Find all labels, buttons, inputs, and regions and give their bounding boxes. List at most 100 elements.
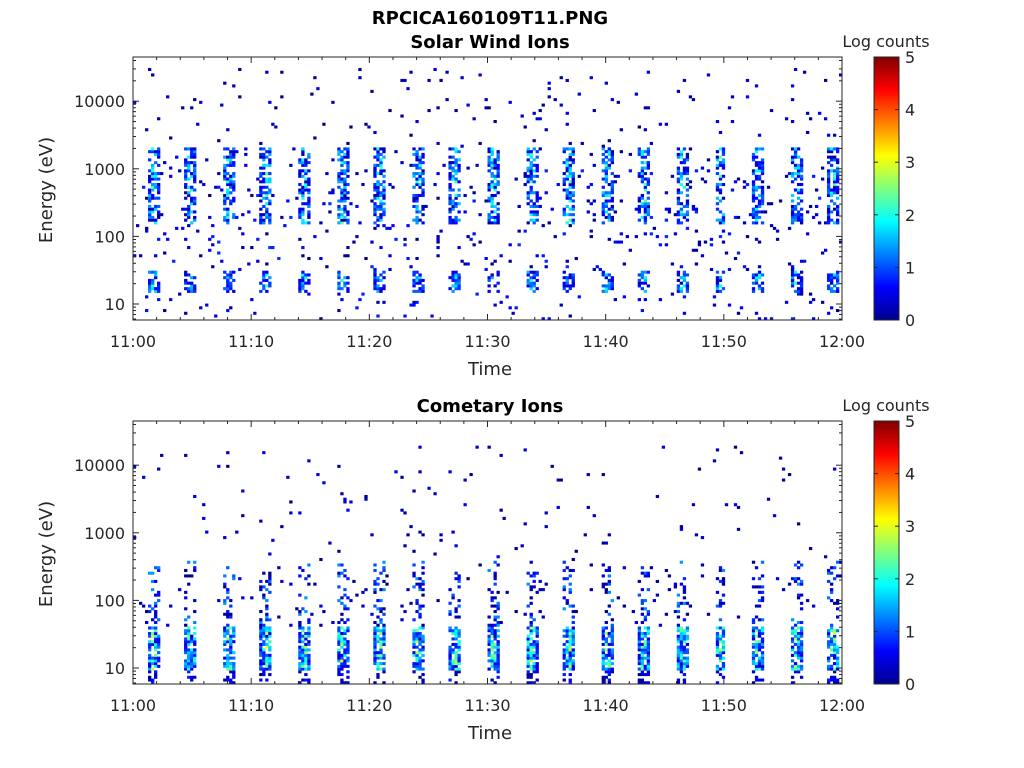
heatmap-cell bbox=[232, 172, 236, 176]
heatmap-cell bbox=[475, 292, 479, 296]
heatmap-cell bbox=[382, 568, 386, 572]
heatmap-cell bbox=[547, 87, 551, 91]
heatmap-cell bbox=[226, 177, 230, 181]
heatmap-cell bbox=[796, 582, 801, 586]
heatmap-cell bbox=[682, 618, 687, 622]
heatmap-cell bbox=[715, 287, 720, 291]
heatmap-cell bbox=[454, 278, 458, 282]
heatmap-cell bbox=[436, 254, 440, 258]
heatmap-cell bbox=[670, 292, 675, 296]
heatmap-cell bbox=[412, 172, 416, 176]
heatmap-cell bbox=[685, 210, 690, 214]
heatmap-cell bbox=[799, 259, 804, 263]
heatmap-cell bbox=[589, 202, 593, 206]
heatmap-cell bbox=[460, 259, 464, 263]
heatmap-cell bbox=[337, 664, 341, 668]
heatmap-cell bbox=[565, 221, 569, 225]
heatmap-cell bbox=[664, 122, 669, 126]
heatmap-cell bbox=[229, 158, 233, 162]
heatmap-cell bbox=[340, 155, 344, 159]
heatmap-cell bbox=[253, 311, 257, 315]
heatmap-cell bbox=[493, 259, 497, 263]
heatmap-cell bbox=[340, 667, 344, 671]
heatmap-cell bbox=[610, 155, 614, 159]
heatmap-cell bbox=[448, 626, 452, 630]
heatmap-cell bbox=[784, 117, 789, 121]
heatmap-cell bbox=[295, 196, 299, 200]
heatmap-cell bbox=[535, 670, 539, 674]
heatmap-cell bbox=[748, 213, 753, 217]
heatmap-cell bbox=[487, 158, 491, 162]
heatmap-cell bbox=[646, 150, 651, 154]
heatmap-cell bbox=[304, 596, 308, 600]
heatmap-cell bbox=[184, 237, 188, 241]
heatmap-cell bbox=[346, 254, 350, 258]
heatmap-cell bbox=[190, 659, 194, 663]
heatmap-cell bbox=[421, 648, 425, 652]
heatmap-cell bbox=[754, 276, 759, 280]
heatmap-cell bbox=[535, 218, 539, 222]
heatmap-cell bbox=[262, 180, 266, 184]
heatmap-cell bbox=[790, 645, 795, 649]
heatmap-cell bbox=[262, 656, 266, 660]
heatmap-cell bbox=[691, 503, 696, 507]
heatmap-cell bbox=[217, 251, 221, 255]
heatmap-cell bbox=[454, 571, 458, 575]
heatmap-cell bbox=[760, 662, 765, 666]
heatmap-cell bbox=[304, 202, 308, 206]
heatmap-cell bbox=[217, 185, 221, 189]
heatmap-cell bbox=[490, 147, 494, 151]
heatmap-cell bbox=[832, 221, 837, 225]
heatmap-cell bbox=[757, 210, 762, 214]
heatmap-cell bbox=[184, 213, 188, 217]
heatmap-cell bbox=[373, 273, 377, 277]
heatmap-cell bbox=[496, 172, 500, 176]
heatmap-cell bbox=[184, 174, 188, 178]
heatmap-cell bbox=[193, 289, 197, 293]
heatmap-cell bbox=[211, 243, 215, 247]
heatmap-cell bbox=[724, 251, 729, 255]
heatmap-cell bbox=[694, 169, 699, 173]
heatmap-cell bbox=[304, 183, 308, 187]
heatmap-cell bbox=[601, 681, 605, 684]
heatmap-cell bbox=[565, 188, 569, 192]
heatmap-cell bbox=[223, 642, 227, 646]
heatmap-cell bbox=[193, 215, 197, 219]
heatmap-cell bbox=[715, 634, 720, 638]
heatmap-cell bbox=[496, 555, 500, 559]
heatmap-cell bbox=[580, 141, 584, 145]
heatmap-cell bbox=[568, 152, 572, 156]
heatmap-cell bbox=[301, 207, 305, 211]
heatmap-cell bbox=[157, 664, 161, 668]
heatmap-cell bbox=[151, 626, 155, 630]
heatmap-cell bbox=[685, 289, 690, 293]
heatmap-cell bbox=[799, 166, 804, 170]
heatmap-cell bbox=[592, 199, 596, 203]
heatmap-cell bbox=[601, 563, 605, 567]
heatmap-cell bbox=[304, 163, 308, 167]
heatmap-cell bbox=[265, 207, 269, 211]
heatmap-cell bbox=[154, 634, 158, 638]
heatmap-cell bbox=[157, 566, 161, 570]
heatmap-cell bbox=[796, 292, 801, 296]
heatmap-cell bbox=[379, 667, 383, 671]
heatmap-cell bbox=[568, 640, 572, 644]
heatmap-cell bbox=[715, 604, 720, 608]
heatmap-cell bbox=[619, 199, 623, 203]
heatmap-cell bbox=[337, 653, 341, 657]
heatmap-cell bbox=[418, 604, 422, 608]
heatmap-cell bbox=[733, 215, 738, 219]
heatmap-cell bbox=[607, 278, 611, 282]
heatmap-cell bbox=[715, 207, 720, 211]
heatmap-cell bbox=[226, 588, 230, 592]
heatmap-cell bbox=[376, 183, 380, 187]
heatmap-cell bbox=[187, 675, 191, 679]
heatmap-cell bbox=[676, 593, 681, 597]
heatmap-cell bbox=[535, 662, 539, 666]
heatmap-cell bbox=[157, 659, 161, 663]
heatmap-cell bbox=[157, 177, 161, 181]
heatmap-cell bbox=[544, 265, 548, 269]
heatmap-cell bbox=[157, 656, 161, 660]
heatmap-cell bbox=[637, 659, 642, 663]
heatmap-cell bbox=[637, 645, 642, 649]
